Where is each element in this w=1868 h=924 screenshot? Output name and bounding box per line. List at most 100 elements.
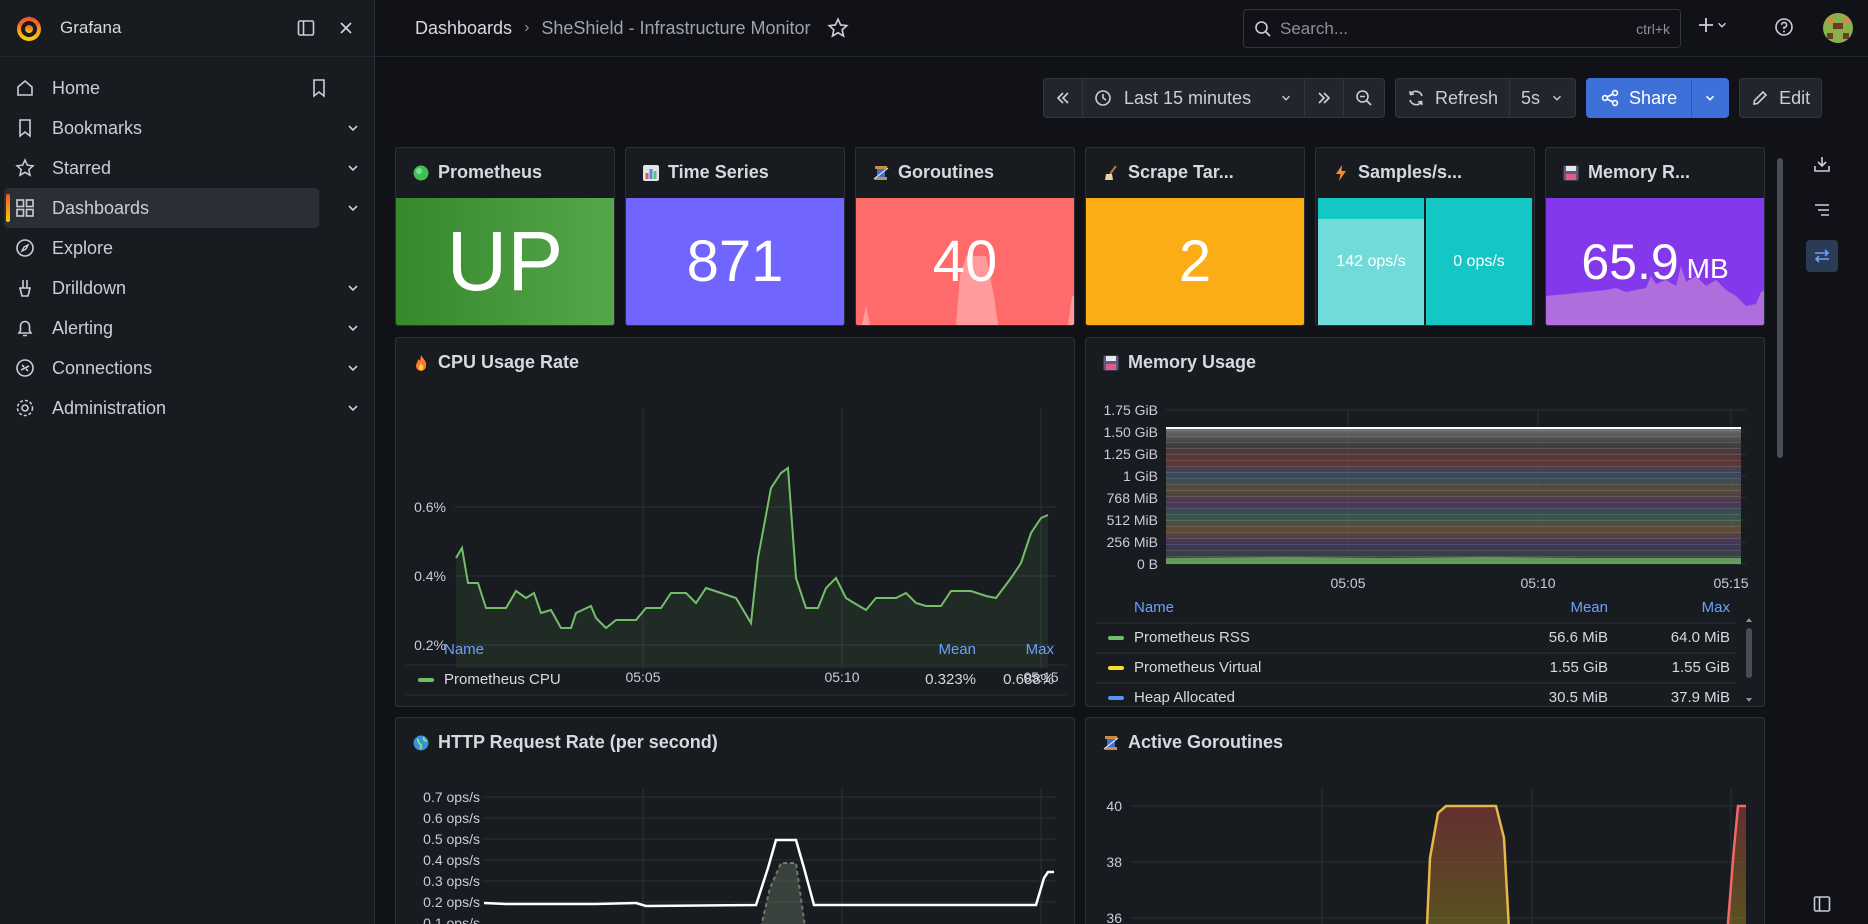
sidebar-header: Grafana	[0, 0, 374, 57]
breadcrumb-separator: ›	[524, 19, 530, 36]
stat-panel-prometheus[interactable]: Prometheus UP	[395, 147, 615, 326]
time-range-picker[interactable]: Last 15 minutes	[1082, 79, 1304, 117]
chevron-down-icon[interactable]	[345, 160, 361, 176]
panel-title-text: Prometheus	[438, 162, 543, 182]
stat-panel-memory[interactable]: Memory R... 65.9 MB	[1545, 147, 1765, 326]
star-icon[interactable]	[826, 17, 849, 39]
memory-usage-panel[interactable]: Memory Usage	[1085, 337, 1765, 707]
sidebar-item-explore[interactable]: Explore	[4, 228, 319, 268]
legend-header-mean: Mean	[938, 641, 976, 658]
goroutines-area	[1727, 806, 1746, 924]
sidebar-item-home[interactable]: Home	[4, 68, 325, 108]
help-icon[interactable]	[1774, 17, 1794, 37]
legend-series-name[interactable]: Heap Allocated	[1134, 689, 1235, 706]
thread-spool-icon	[1103, 735, 1119, 750]
y-tick-label: 1 GiB	[1123, 468, 1158, 484]
time-picker-group: Last 15 minutes	[1043, 78, 1385, 118]
export-button[interactable]	[1806, 148, 1838, 180]
floppy-disk-icon	[1103, 355, 1119, 370]
legend-series-name[interactable]: Prometheus CPU	[444, 671, 561, 688]
chevron-down-icon	[1706, 95, 1715, 101]
legend-series-name[interactable]: Prometheus Virtual	[1134, 659, 1261, 676]
y-tick-label: 0.3 ops/s	[423, 873, 480, 889]
download-icon	[1814, 157, 1830, 172]
stat-panel-samples[interactable]: Samples/s... 142 ops/s 0 ops/s	[1315, 147, 1535, 326]
sidebar-item-drilldown[interactable]: Drilldown	[4, 268, 358, 308]
active-goroutines-panel[interactable]: Active Goroutines 40 38 36	[1085, 717, 1765, 924]
sidebar-item-starred[interactable]: Starred	[4, 148, 358, 188]
breadcrumb-dashboards-link[interactable]: Dashboards	[415, 17, 513, 38]
time-shift-forward-button[interactable]	[1304, 79, 1343, 117]
y-tick-label: 1.75 GiB	[1104, 402, 1158, 418]
share-button[interactable]: Share	[1587, 79, 1691, 117]
stat-panel-time-series[interactable]: Time Series 871	[625, 147, 845, 326]
sidebar-item-label: Alerting	[52, 317, 114, 338]
time-shift-back-button[interactable]	[1044, 79, 1082, 117]
legend-series-mean: 56.6 MiB	[1549, 629, 1608, 646]
y-tick-label: 0.2%	[414, 637, 446, 653]
stat-value: 0 ops/s	[1453, 252, 1505, 270]
cpu-usage-panel[interactable]: CPU Usage Rate 0.6% 0.4% 0.2% 05:05 05:1…	[395, 337, 1075, 707]
fire-icon	[416, 354, 427, 371]
sidebar-item-bookmarks[interactable]: Bookmarks	[4, 108, 358, 148]
green-circle-icon	[413, 165, 429, 180]
x-tick-label: 05:15	[1713, 575, 1748, 591]
y-tick-label: 0.7 ops/s	[423, 789, 480, 805]
angle-double-left-icon	[1056, 92, 1069, 104]
bookmark-icon[interactable]	[309, 78, 329, 98]
http-request-rate-panel[interactable]: HTTP Request Rate (per second) 0.7 ops/s…	[395, 717, 1075, 924]
cpu-area	[456, 468, 1048, 668]
grafana-logo-icon[interactable]	[14, 13, 44, 43]
stat-body: 65.9 MB	[1546, 198, 1764, 325]
share-menu-button[interactable]	[1691, 79, 1728, 117]
search-placeholder: Search...	[1280, 18, 1349, 38]
chevron-down-icon[interactable]	[345, 120, 361, 136]
chevron-down-icon[interactable]	[345, 360, 361, 376]
outline-button[interactable]	[1806, 194, 1838, 226]
stat-sparkline	[856, 256, 1074, 325]
clock-icon	[1095, 90, 1111, 106]
sidebar-item-connections[interactable]: Connections	[4, 348, 358, 388]
search-icon	[1255, 20, 1271, 37]
samples-cell: 142 ops/s	[1318, 198, 1424, 325]
y-tick-label: 256 MiB	[1107, 534, 1158, 550]
edit-button[interactable]: Edit	[1740, 79, 1821, 117]
search-input[interactable]: Search... ctrl+k	[1243, 9, 1681, 48]
refresh-interval-picker[interactable]: 5s	[1509, 79, 1575, 117]
sidebar-item-label: Dashboards	[52, 197, 150, 218]
compare-button[interactable]	[1806, 240, 1838, 272]
y-tick-label: 38	[1106, 854, 1122, 870]
panel-title-text: CPU Usage Rate	[438, 352, 580, 372]
chevron-down-icon[interactable]	[345, 320, 361, 336]
sidebar-item-administration[interactable]: Administration	[4, 388, 358, 428]
scroll-up-icon[interactable]	[1746, 618, 1752, 622]
stat-panel-scrape-targets[interactable]: Scrape Tar... 2	[1085, 147, 1305, 326]
cpu-chart: 0.6% 0.4% 0.2% 05:05 05:10 05:15	[414, 408, 1059, 685]
dock-menu-icon[interactable]	[292, 14, 320, 42]
scroll-down-icon[interactable]	[1746, 698, 1752, 702]
scrollbar-thumb[interactable]	[1777, 158, 1783, 458]
chevron-down-icon[interactable]	[345, 200, 361, 216]
zoom-out-button[interactable]	[1343, 79, 1384, 117]
panel-title: Memory Usage	[1102, 352, 1256, 373]
share-label: Share	[1629, 87, 1678, 108]
chevron-down-icon[interactable]	[345, 280, 361, 296]
panel-title-text: Scrape Tar...	[1128, 162, 1234, 182]
close-icon[interactable]	[332, 14, 360, 42]
chevron-down-icon[interactable]	[345, 400, 361, 416]
dock-panel-button[interactable]	[1806, 888, 1838, 920]
dashboard-scrollbar[interactable]	[1777, 148, 1785, 460]
legend-scrollbar[interactable]	[1746, 628, 1752, 678]
stat-panel-goroutines[interactable]: Goroutines 40	[855, 147, 1075, 326]
stat-value: 142 ops/s	[1336, 252, 1406, 270]
sidebar-item-dashboards[interactable]: Dashboards	[4, 188, 358, 228]
legend-series-mean: 1.55 GiB	[1550, 659, 1608, 676]
panel-title: HTTP Request Rate (per second)	[412, 732, 718, 753]
refresh-button[interactable]: Refresh	[1396, 79, 1509, 117]
new-menu-button[interactable]	[1697, 16, 1729, 34]
avatar[interactable]	[1823, 13, 1853, 43]
pen-icon	[1753, 90, 1768, 105]
sidebar-item-alerting[interactable]: Alerting	[4, 308, 358, 348]
dashboard-toolbar: Last 15 minutes Refresh 5s Share	[1043, 78, 1823, 118]
legend-series-name[interactable]: Prometheus RSS	[1134, 629, 1250, 646]
